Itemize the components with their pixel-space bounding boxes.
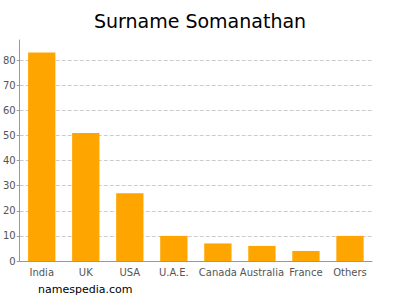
- svg-text:40: 40: [3, 155, 16, 166]
- svg-text:Australia: Australia: [240, 267, 284, 278]
- svg-text:70: 70: [3, 80, 16, 91]
- svg-text:20: 20: [3, 205, 16, 216]
- svg-text:0: 0: [9, 256, 15, 267]
- svg-text:USA: USA: [119, 267, 140, 278]
- svg-text:India: India: [29, 267, 54, 278]
- svg-text:Others: Others: [333, 267, 367, 278]
- svg-text:80: 80: [3, 55, 16, 66]
- svg-text:60: 60: [3, 105, 16, 116]
- svg-text:Surname Somanathan: Surname Somanathan: [94, 10, 306, 32]
- svg-text:30: 30: [3, 180, 16, 191]
- svg-text:France: France: [289, 267, 322, 278]
- svg-text:50: 50: [3, 130, 16, 141]
- svg-text:10: 10: [3, 230, 16, 241]
- svg-text:UK: UK: [79, 267, 93, 278]
- svg-text:U.A.E.: U.A.E.: [159, 267, 189, 278]
- svg-text:Canada: Canada: [199, 267, 237, 278]
- svg-text:namespedia.com: namespedia.com: [38, 283, 132, 296]
